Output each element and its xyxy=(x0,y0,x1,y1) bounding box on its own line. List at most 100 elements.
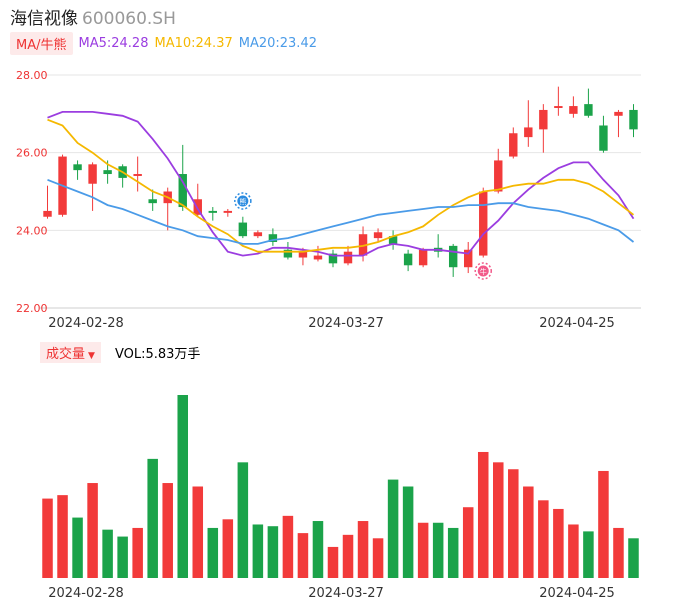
volume-bar xyxy=(72,517,83,578)
candle xyxy=(509,127,518,159)
volume-bar xyxy=(447,527,459,578)
ma10-line xyxy=(47,118,635,253)
candle-body xyxy=(223,210,233,213)
x-tick-label: 2024-02-28 xyxy=(48,316,124,331)
candle-body xyxy=(448,245,458,268)
volume-bars xyxy=(42,395,639,578)
volume-bar xyxy=(237,462,249,578)
candle xyxy=(268,228,278,246)
volume-bar xyxy=(598,470,609,578)
candle-body xyxy=(584,104,593,116)
candle-body xyxy=(373,232,383,239)
volume-bar xyxy=(402,486,414,578)
candle xyxy=(448,243,458,277)
volume-bar xyxy=(417,522,429,578)
candle-body xyxy=(554,106,563,109)
candle xyxy=(328,249,338,268)
volume-bar xyxy=(613,527,624,578)
candle-body xyxy=(103,170,112,175)
candle-body xyxy=(208,210,217,213)
candle-body xyxy=(569,106,578,114)
candle-body xyxy=(328,253,338,264)
candle xyxy=(73,160,82,180)
candle xyxy=(433,234,443,258)
candle-body xyxy=(253,232,263,237)
candle-body xyxy=(388,236,398,244)
volume-bar xyxy=(583,531,594,578)
candle-body xyxy=(178,174,187,208)
candle xyxy=(539,104,548,153)
volume-legend: 成交量 ▼ VOL:5.83万手 xyxy=(40,341,201,363)
stock-code: 600060.SH xyxy=(82,9,176,29)
candle xyxy=(313,245,323,262)
candle-body xyxy=(268,234,278,242)
candle-body xyxy=(73,164,82,171)
ma5-label: MA5:24.28 xyxy=(78,35,149,51)
ma10-label: MA10:24.37 xyxy=(154,35,233,51)
volume-bar xyxy=(387,479,399,578)
volume-bar xyxy=(477,451,489,578)
candle-body xyxy=(494,160,503,192)
y-tick-label: 22.00 xyxy=(16,302,48,315)
y-tick-label: 24.00 xyxy=(16,224,48,237)
volume-bar xyxy=(132,527,143,578)
candle xyxy=(223,208,233,217)
candle xyxy=(238,216,248,239)
bull-signal-marker: 牛 xyxy=(474,262,492,280)
ma-indicator-selector[interactable]: MA/牛熊 xyxy=(10,31,73,55)
candle xyxy=(403,249,413,272)
svg-text:牛: 牛 xyxy=(480,267,487,276)
x-tick-label: 2024-04-25 xyxy=(539,316,615,331)
candle xyxy=(43,185,52,219)
volume-bar xyxy=(162,483,173,578)
volume-bar xyxy=(553,508,564,578)
candle xyxy=(464,241,473,274)
volume-bar xyxy=(147,458,158,578)
volume-bar xyxy=(312,521,324,578)
candle xyxy=(418,247,428,268)
candle xyxy=(253,230,263,239)
price-grid xyxy=(40,74,641,309)
volume-bar xyxy=(87,483,98,578)
candle-body xyxy=(133,174,142,176)
candle xyxy=(208,207,217,221)
candle-body xyxy=(193,199,202,215)
volume-bar xyxy=(342,534,354,578)
candle-body xyxy=(283,249,293,258)
volume-bar xyxy=(432,522,444,578)
candle-body xyxy=(88,164,97,184)
candle-body xyxy=(43,210,52,217)
ma20-line xyxy=(47,178,635,245)
candle-body xyxy=(539,109,548,130)
candle-body xyxy=(298,251,308,258)
volume-bar xyxy=(357,521,369,578)
candle xyxy=(554,86,563,116)
svg-text:熊: 熊 xyxy=(239,197,246,206)
volume-bar xyxy=(523,486,534,578)
volume-x-tick-label: 2024-03-27 xyxy=(308,586,384,601)
volume-bar xyxy=(282,515,294,578)
candle xyxy=(178,144,187,211)
candle-body xyxy=(238,222,248,237)
volume-bar xyxy=(42,498,53,578)
caret-down-icon: ▼ xyxy=(88,350,95,361)
volume-indicator-selector[interactable]: 成交量 ▼ xyxy=(40,341,101,363)
volume-bar xyxy=(57,495,68,578)
candle xyxy=(614,109,623,138)
candle-body xyxy=(479,191,488,256)
candle xyxy=(133,156,142,192)
volume-bar xyxy=(207,527,219,578)
volume-bar xyxy=(252,524,264,578)
stock-name: 海信视像 xyxy=(10,9,78,29)
price-x-axis: 2024-02-28 2024-03-27 2024-04-25 xyxy=(48,316,615,331)
x-tick-label: 2024-03-27 xyxy=(308,316,384,331)
volume-bar xyxy=(568,524,579,578)
volume-bar xyxy=(508,469,519,578)
volume-bar xyxy=(462,507,474,578)
candle xyxy=(629,104,638,138)
candle xyxy=(148,189,157,211)
volume-value: VOL:5.83万手 xyxy=(114,346,201,362)
candle-body xyxy=(358,234,368,256)
candle-body xyxy=(629,109,638,130)
